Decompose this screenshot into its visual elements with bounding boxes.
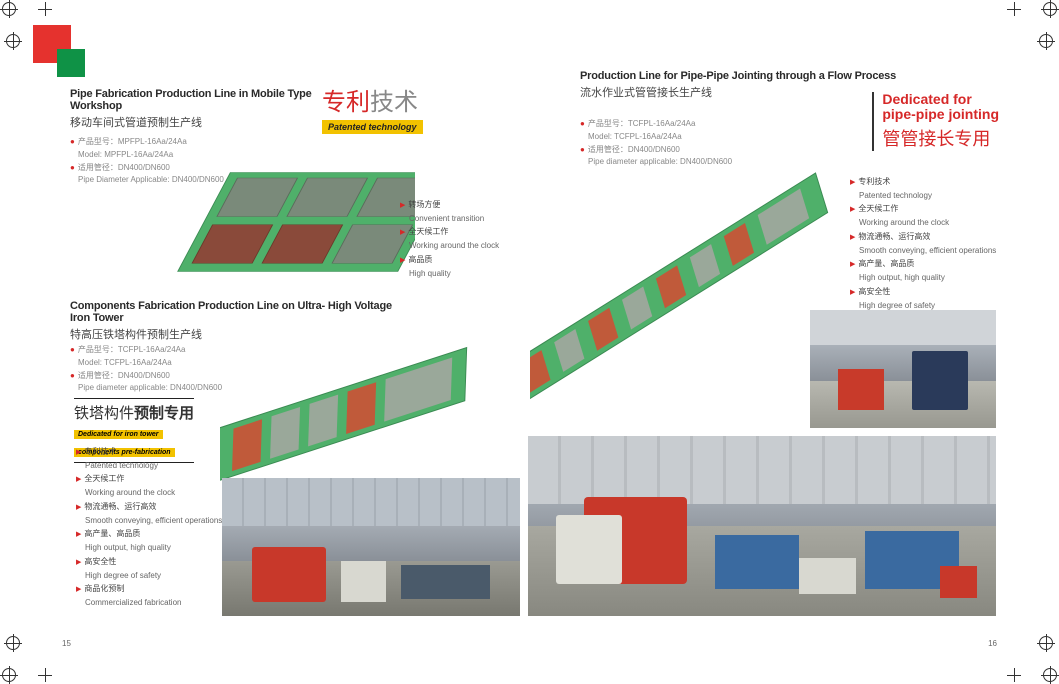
section1-bullets: ▶转场方便 Convenient transition ▶全天候工作 Worki… (400, 198, 499, 280)
feat-cn: 专利技术 (858, 177, 890, 186)
hl-bold: 预制专用 (134, 405, 194, 422)
patent-cn-red: 专利 (322, 82, 370, 117)
spec-en: Model: TCFPL-16Aa/24Aa (580, 131, 732, 144)
feat-cn: 全天候工作 (858, 204, 898, 213)
feat-cn: 高产量、高品质 (84, 529, 140, 538)
reg-mark (2, 668, 16, 682)
photo-workshop-3 (528, 436, 996, 616)
feat-cn: 全天候工作 (84, 474, 124, 483)
patent-tag: Patented technology (322, 120, 423, 134)
section3-highlight: Dedicated for pipe-pipe jointing 管管接长专用 (872, 92, 999, 151)
feat-cn: 高安全性 (84, 557, 116, 566)
feat-cn: 转场方便 (408, 200, 440, 209)
feat-cn: 商品化预制 (84, 584, 124, 593)
reg-mark (1043, 668, 1057, 682)
section2-specs: ●产品型号：TCFPL-16Aa/24Aa Model: TCFPL-16Aa/… (70, 344, 222, 395)
reg-mark (1043, 2, 1057, 16)
feat-cn: 专利技术 (84, 447, 116, 456)
feat-en: High quality (400, 267, 499, 281)
crop-mark (38, 668, 52, 682)
section2-render (220, 320, 520, 485)
spec-cn: 产品型号：TCFPL-16Aa/24Aa (588, 119, 696, 128)
spec-cn: 适用管径：DN400/DN600 (78, 163, 170, 172)
feat-en: Smooth conveying, efficient operations (76, 514, 222, 528)
spec-cn: 适用管径：DN400/DN600 (78, 371, 170, 380)
hl-sub1: Dedicated for iron tower (74, 430, 163, 439)
feat-cn: 全天候工作 (408, 227, 448, 236)
feat-en: Smooth conveying, efficient operations (850, 244, 996, 258)
spec-cn: 产品型号：TCFPL-16Aa/24Aa (78, 345, 186, 354)
spec-en: Pipe diameter applicable: DN400/DN600 (70, 382, 222, 395)
hl3-en2: pipe-pipe jointing (882, 107, 999, 122)
feat-cn: 物流通畅、运行高效 (858, 232, 930, 241)
feat-en: High degree of safety (76, 569, 222, 583)
reg-mark (6, 34, 20, 48)
section3-title-en: Production Line for Pipe-Pipe Jointing t… (580, 70, 940, 82)
hl3-cn: 管管接长专用 (882, 125, 999, 151)
feat-cn: 物流通畅、运行高效 (84, 502, 156, 511)
page-number-left: 15 (62, 639, 71, 648)
reg-mark (2, 2, 16, 16)
feat-en: Patented technology (76, 459, 222, 473)
section1-title-cn: 移动车间式管道预制生产线 (70, 114, 315, 130)
crop-mark (1007, 2, 1021, 16)
spec-en: Model: TCFPL-16Aa/24Aa (70, 357, 222, 370)
feat-cn: 高产量、高品质 (858, 259, 914, 268)
section1-header: Pipe Fabrication Production Line in Mobi… (70, 88, 315, 130)
feat-cn: 高品质 (408, 255, 432, 264)
reg-mark (1039, 34, 1053, 48)
section1-render (165, 145, 415, 300)
feat-en: Working around the clock (76, 486, 222, 500)
feat-en: Working around the clock (400, 239, 499, 253)
crop-mark (38, 2, 52, 16)
feat-en: Working around the clock (850, 216, 996, 230)
feat-en: High output, high quality (850, 271, 996, 285)
feat-cn: 高安全性 (858, 287, 890, 296)
logo-green-square (57, 49, 85, 77)
feat-en: Commercialized fabrication (76, 596, 222, 610)
feat-en: Patented technology (850, 189, 996, 203)
reg-mark (1039, 636, 1053, 650)
photo-workshop-1 (222, 478, 520, 616)
crop-mark (1007, 668, 1021, 682)
patent-badge: 专利技术 Patented technology (322, 82, 423, 135)
patent-cn-gray: 技术 (370, 82, 418, 117)
feat-en: High output, high quality (76, 541, 222, 555)
section1-title-en: Pipe Fabrication Production Line in Mobi… (70, 88, 315, 112)
photo-workshop-2 (810, 310, 996, 428)
hl-pre: 铁塔构件 (74, 405, 134, 422)
page-number-right: 16 (988, 639, 997, 648)
section2-bullets: ▶专利技术 Patented technology ▶全天候工作 Working… (76, 445, 222, 610)
hl3-en1: Dedicated for (882, 92, 999, 107)
feat-en: Convenient transition (400, 212, 499, 226)
reg-mark (6, 636, 20, 650)
section3-render (530, 145, 850, 405)
